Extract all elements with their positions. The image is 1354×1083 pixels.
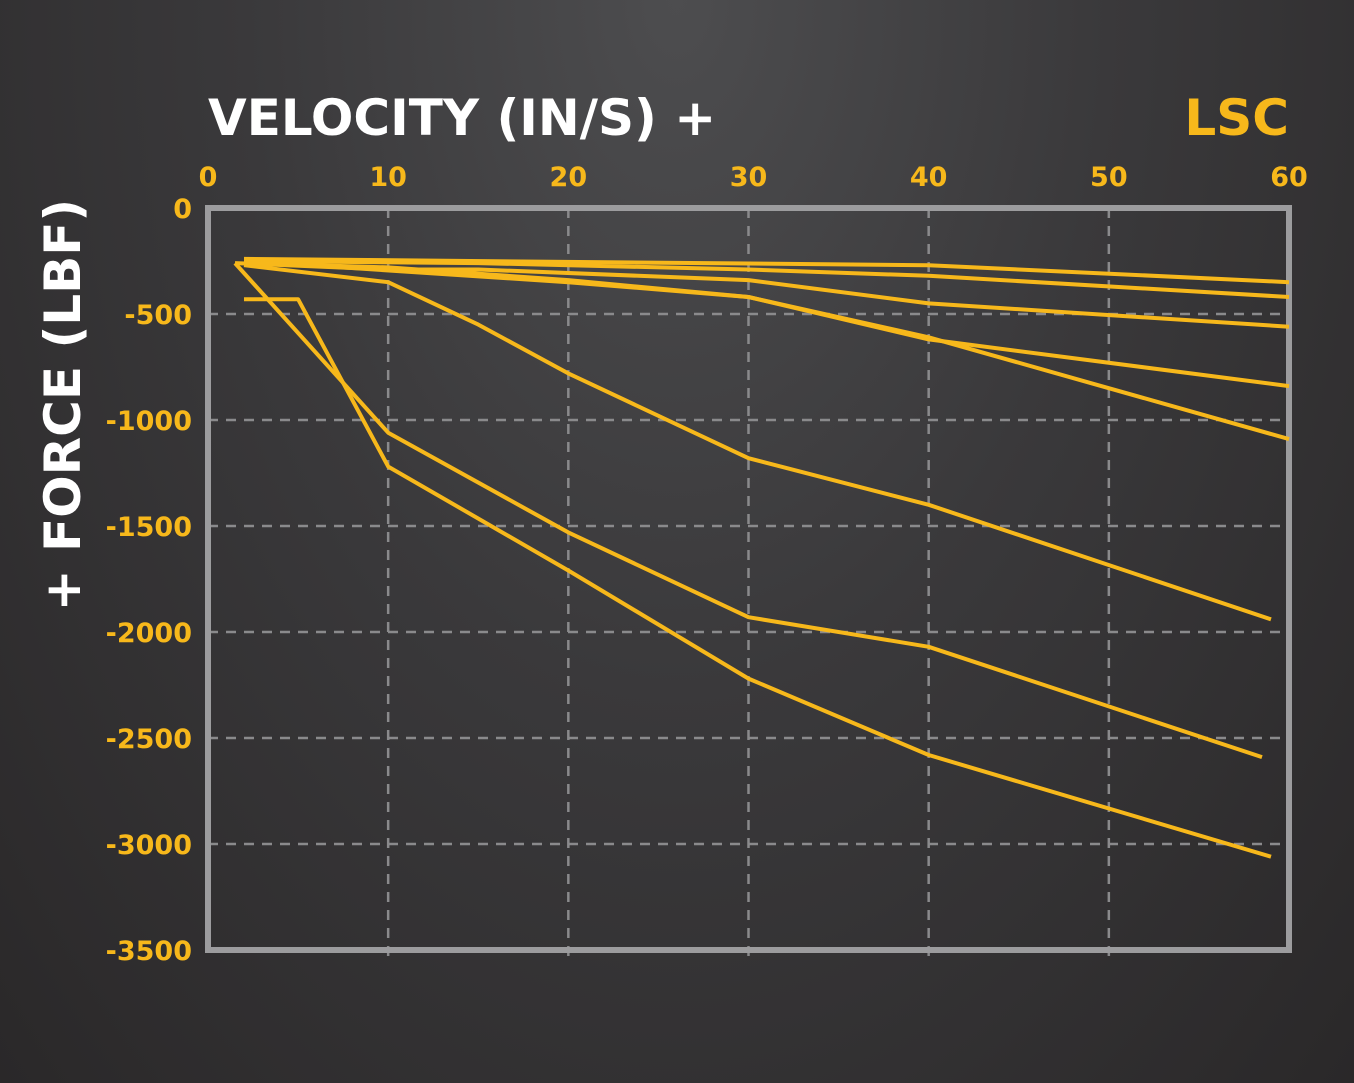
x-tick-labels: 0 10 20 30 40 50 60: [199, 162, 1308, 193]
x-axis-title: VELOCITY (IN/S) +: [208, 89, 716, 147]
y-tick-label: -500: [124, 300, 192, 331]
x-tick-label: 30: [730, 162, 768, 193]
x-tick-label: 20: [550, 162, 588, 193]
y-tick-label: -2000: [106, 618, 192, 649]
series-line-6: [243, 263, 1272, 622]
x-tick-label: 10: [369, 162, 407, 193]
y-tick-label: 0: [173, 194, 192, 225]
y-tick-labels: 0 -500 -1000 -1500 -2000 -2500 -3000 -3500: [106, 194, 192, 967]
y-tick-label: -1500: [106, 512, 192, 543]
series-layer: [233, 256, 1290, 859]
y-tick-label: -3000: [106, 830, 192, 861]
series-line-5: [243, 261, 1290, 442]
y-tick-label: -3500: [106, 936, 192, 967]
grid-layer: [208, 208, 1289, 962]
x-tick-label: 40: [910, 162, 948, 193]
y-axis-title: + FORCE (LBF): [34, 199, 92, 612]
series-line-8: [233, 261, 1263, 759]
x-tick-label: 60: [1270, 162, 1308, 193]
y-tick-label: -1000: [106, 406, 192, 437]
series-line-1: [243, 256, 1290, 285]
y-tick-label: -2500: [106, 724, 192, 755]
series-line-2: [243, 259, 1290, 299]
x-tick-label: 0: [199, 162, 218, 193]
series-line-4: [243, 259, 1290, 389]
x-tick-label: 50: [1090, 162, 1128, 193]
lsc-label: LSC: [1184, 89, 1289, 147]
plot-frame: [205, 205, 1292, 953]
series-line-7: [244, 297, 1272, 859]
